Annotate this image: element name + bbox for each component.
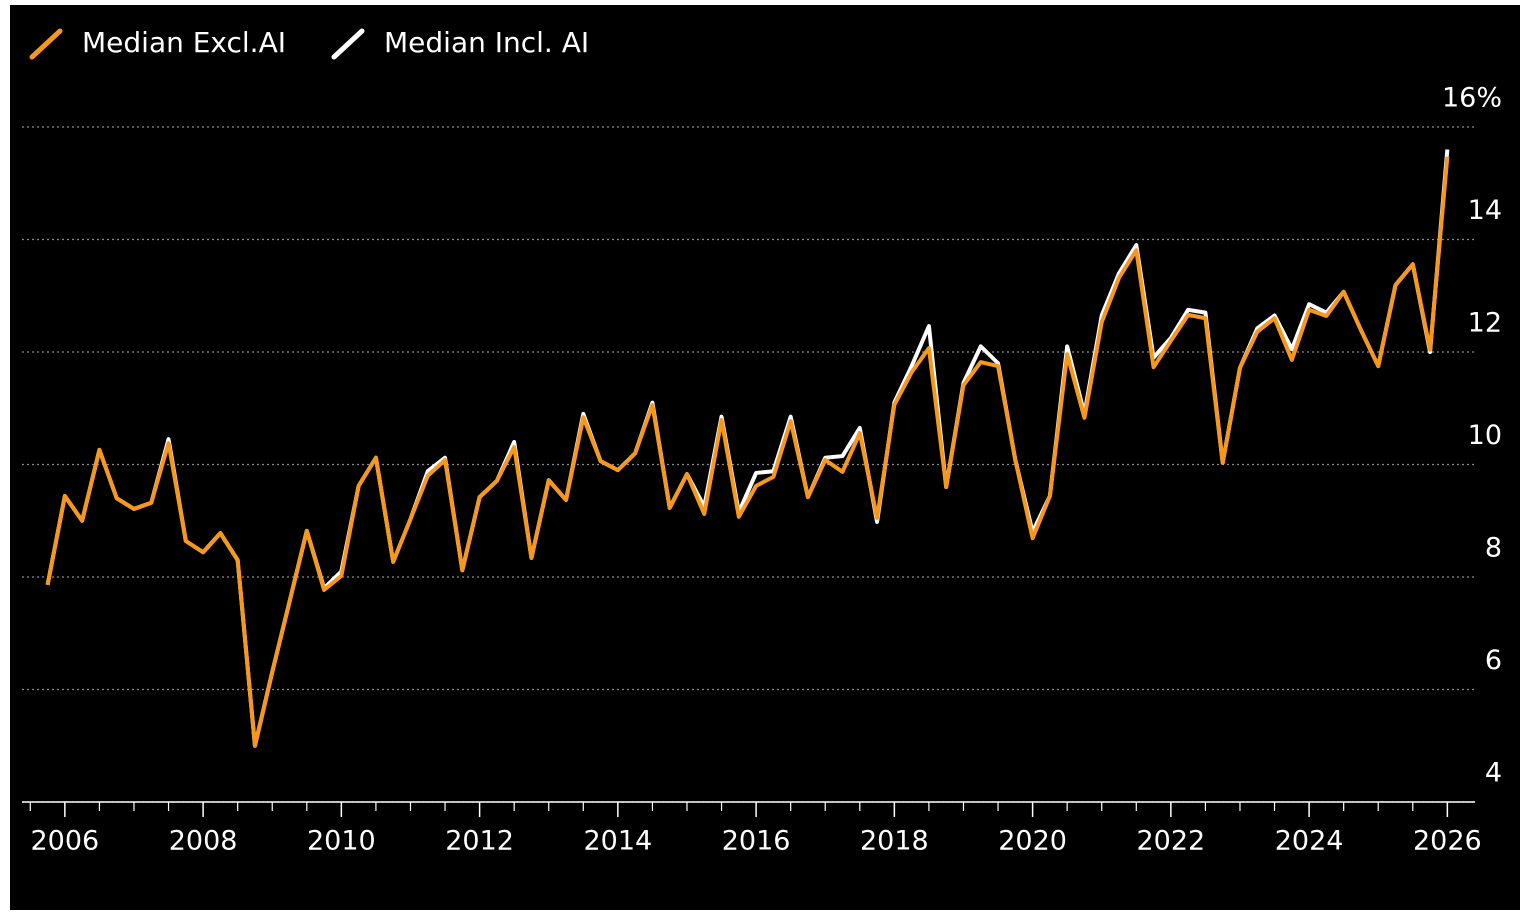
y-tick-label: 8 — [1485, 533, 1502, 564]
x-tick-label: 2020 — [998, 826, 1067, 857]
chart-background — [10, 5, 1520, 910]
legend-label: Median Excl.AI — [82, 26, 286, 59]
y-tick-label: 4 — [1485, 758, 1502, 789]
y-tick-label: 6 — [1485, 645, 1502, 676]
legend-swatch — [29, 28, 63, 60]
line-series — [45, 156, 1450, 748]
x-tick-label: 2022 — [1136, 826, 1205, 857]
x-tick-label: 2006 — [30, 826, 99, 857]
x-tick-label: 2016 — [722, 826, 791, 857]
x-tick-label: 2008 — [169, 826, 238, 857]
x-tick-label: 2012 — [445, 826, 514, 857]
legend-swatch — [331, 28, 365, 60]
x-tick-label: 2014 — [583, 826, 652, 857]
x-tick-label: 2010 — [307, 826, 376, 857]
y-tick-label: 16% — [1442, 83, 1502, 114]
x-tick-label: 2026 — [1413, 826, 1482, 857]
x-tick-label: 2018 — [860, 826, 929, 857]
legend-label: Median Incl. AI — [384, 26, 589, 59]
y-tick-label: 14 — [1468, 195, 1502, 226]
y-tick-label: 10 — [1468, 420, 1502, 451]
y-tick-label: 12 — [1468, 308, 1502, 339]
x-tick-label: 2024 — [1275, 826, 1344, 857]
